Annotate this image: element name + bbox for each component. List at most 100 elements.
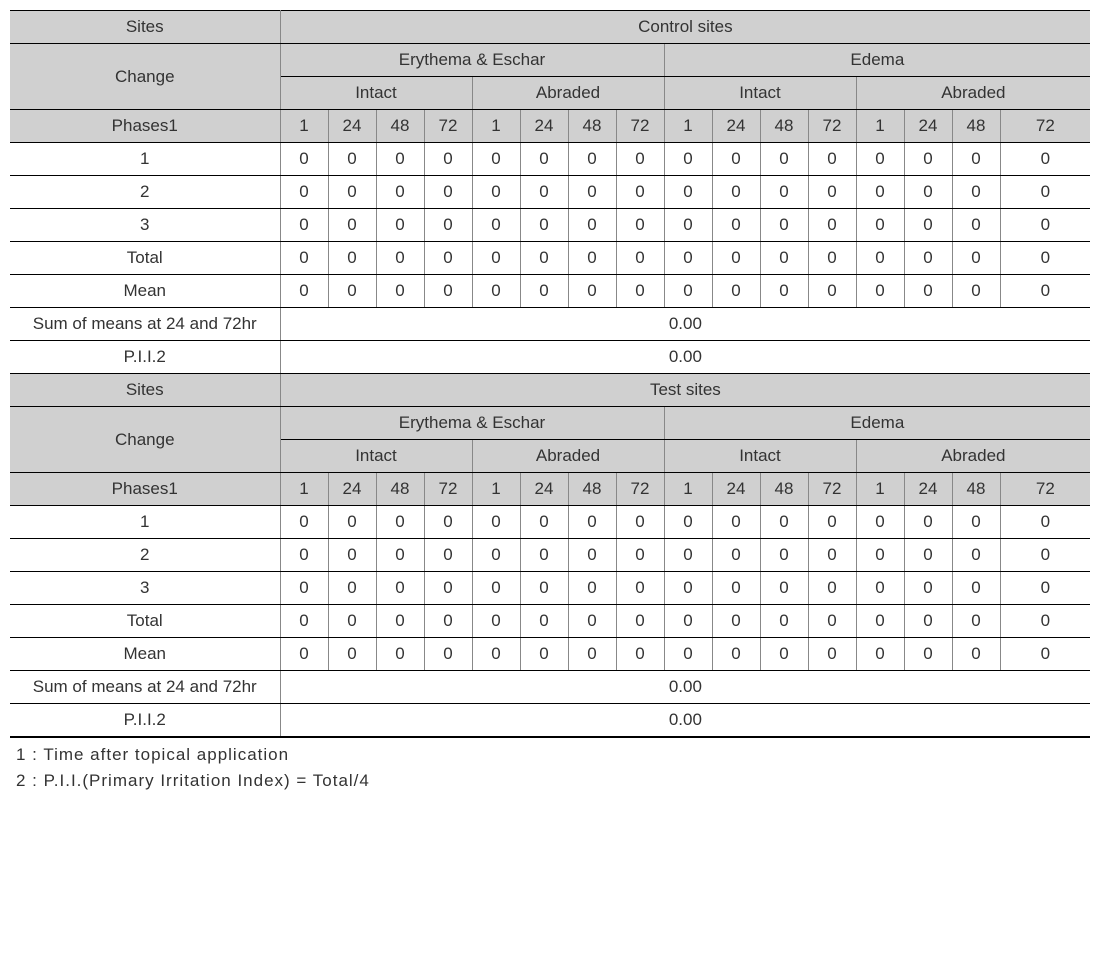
section-title: Test sites [280,374,1090,407]
sum-means-label: Sum of means at 24 and 72hr [10,671,280,704]
sum-means-label: Sum of means at 24 and 72hr [10,308,280,341]
data-cell: 0 [904,539,952,572]
data-cell: 0 [472,506,520,539]
time-point: 48 [568,110,616,143]
data-cell: 0 [472,209,520,242]
data-cell: 0 [712,605,760,638]
data-cell: 0 [664,176,712,209]
data-cell: 0 [856,539,904,572]
data-cell: 0 [376,143,424,176]
data-cell: 0 [808,506,856,539]
data-cell: 0 [280,506,328,539]
data-cell: 0 [952,275,1000,308]
data-cell: 0 [904,209,952,242]
abraded-header: Abraded [856,77,1090,110]
data-cell: 0 [472,605,520,638]
sum-means-value: 0.00 [280,308,1090,341]
edema-header: Edema [664,44,1090,77]
data-cell: 0 [952,242,1000,275]
data-cell: 0 [280,539,328,572]
sites-header: Sites [10,11,280,44]
data-cell: 0 [664,539,712,572]
data-cell: 0 [376,242,424,275]
time-point: 24 [328,473,376,506]
data-cell: 0 [904,638,952,671]
data-cell: 0 [808,572,856,605]
data-cell: 0 [952,605,1000,638]
data-cell: 0 [1000,539,1090,572]
data-cell: 0 [568,506,616,539]
data-cell: 0 [808,638,856,671]
data-cell: 0 [280,242,328,275]
data-cell: 0 [616,143,664,176]
data-cell: 0 [328,143,376,176]
data-cell: 0 [472,176,520,209]
data-cell: 0 [472,638,520,671]
data-cell: 0 [712,506,760,539]
data-cell: 0 [664,638,712,671]
time-point: 24 [520,110,568,143]
data-cell: 0 [760,242,808,275]
time-point: 1 [280,110,328,143]
data-cell: 0 [952,572,1000,605]
data-cell: 0 [424,176,472,209]
data-cell: 0 [568,539,616,572]
data-cell: 0 [424,242,472,275]
data-cell: 0 [856,506,904,539]
erythema-header: Erythema & Eschar [280,44,664,77]
data-cell: 0 [664,143,712,176]
data-cell: 0 [904,506,952,539]
data-cell: 0 [664,275,712,308]
data-cell: 0 [520,143,568,176]
data-cell: 0 [280,572,328,605]
data-cell: 0 [712,539,760,572]
data-cell: 0 [616,572,664,605]
data-cell: 0 [760,539,808,572]
data-cell: 0 [616,242,664,275]
time-point: 1 [664,473,712,506]
data-cell: 0 [856,176,904,209]
data-cell: 0 [472,539,520,572]
time-point: 1 [472,473,520,506]
data-cell: 0 [520,572,568,605]
time-point: 48 [376,473,424,506]
data-cell: 0 [568,176,616,209]
time-point: 48 [376,110,424,143]
pii-label: P.I.I.2 [10,341,280,374]
data-cell: 0 [904,605,952,638]
sites-header: Sites [10,374,280,407]
data-table: SitesControl sitesChangeErythema & Escha… [10,10,1090,738]
data-cell: 0 [760,506,808,539]
time-point: 24 [712,473,760,506]
time-point: 24 [520,473,568,506]
abraded-header: Abraded [856,440,1090,473]
change-header: Change [10,407,280,473]
footnote-2: 2 : P.I.I.(Primary Irritation Index) = T… [16,768,1093,794]
data-cell: 0 [760,605,808,638]
data-cell: 0 [1000,176,1090,209]
data-cell: 0 [424,143,472,176]
abraded-header: Abraded [472,440,664,473]
time-point: 72 [1000,473,1090,506]
phases-header: Phases1 [10,110,280,143]
data-cell: 0 [424,539,472,572]
row-label: Mean [10,638,280,671]
time-point: 1 [472,110,520,143]
data-cell: 0 [856,572,904,605]
time-point: 24 [904,473,952,506]
data-cell: 0 [424,605,472,638]
row-label: Mean [10,275,280,308]
data-cell: 0 [664,209,712,242]
time-point: 48 [952,473,1000,506]
data-cell: 0 [376,275,424,308]
data-cell: 0 [904,242,952,275]
data-cell: 0 [568,209,616,242]
data-cell: 0 [328,242,376,275]
phases-header: Phases1 [10,473,280,506]
data-cell: 0 [328,176,376,209]
data-cell: 0 [808,605,856,638]
data-cell: 0 [520,605,568,638]
row-label: 1 [10,506,280,539]
data-cell: 0 [856,209,904,242]
data-cell: 0 [616,539,664,572]
